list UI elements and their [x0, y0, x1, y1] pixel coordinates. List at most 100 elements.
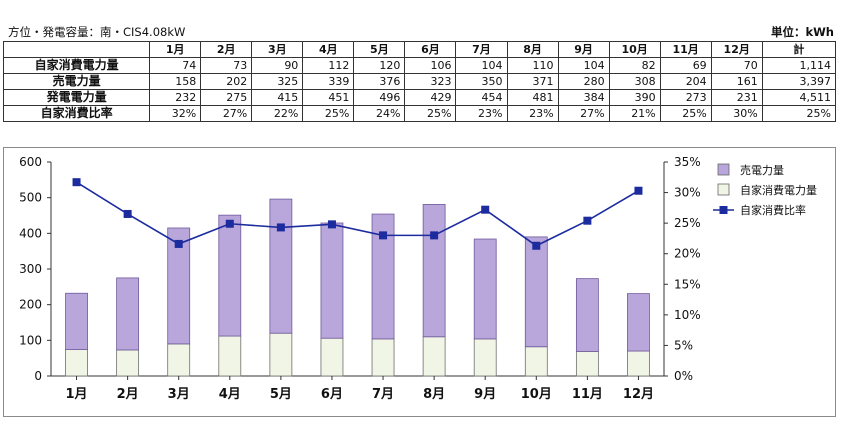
table-cell: 110	[506, 57, 559, 74]
table-cell: 454	[455, 89, 508, 106]
bar-self-consumption	[371, 338, 395, 377]
table-cell: 73	[200, 57, 253, 74]
table-cell: 112	[302, 57, 355, 74]
y-right-tick-label: 5%	[674, 338, 693, 352]
y-left-tick-label: 400	[19, 226, 42, 240]
table-header-row: 1月 2月 3月 4月 5月 6月 7月 8月 9月 10月 11月 12月計	[2, 41, 837, 58]
ratio-point-marker	[276, 223, 285, 232]
y-right-tick-label: 25%	[674, 216, 701, 230]
row-label: 自家消費比率	[2, 105, 151, 122]
legend-swatch	[717, 183, 730, 196]
y-left-tick-label: 500	[19, 191, 42, 205]
bar-self-consumption	[320, 337, 344, 377]
x-tick-label: 7月	[372, 387, 394, 402]
bar-sold-power	[218, 214, 242, 337]
table-cell: 390	[608, 89, 661, 106]
y-right-tick-label: 15%	[674, 277, 701, 291]
table-cell: 232	[149, 89, 202, 106]
table-cell: 415	[251, 89, 304, 106]
table-corner-cell	[2, 41, 151, 58]
bar-self-consumption	[116, 349, 140, 377]
row-label: 自家消費電力量	[2, 57, 151, 74]
x-tick-label: 11月	[572, 387, 603, 402]
table-cell: 161	[710, 73, 763, 90]
table-cell: 120	[353, 57, 406, 74]
bar-sold-power	[524, 236, 548, 348]
chart-panel: 0 100 200 300 400 500 600 0% 5% 10% 15% 20% 25% 30% 35…	[3, 147, 836, 417]
column-header: 10月	[608, 41, 661, 58]
table-cell: 32%	[149, 105, 202, 122]
y-left-tick-label: 300	[19, 262, 42, 276]
x-tick-label: 10月	[521, 387, 552, 402]
x-tick-label: 4月	[219, 387, 241, 402]
table-row: 発電電力量 232 275 415 451 496 429 454 481 384 390 273 23…	[2, 89, 837, 106]
monthly-energy-table: 1月 2月 3月 4月 5月 6月 7月 8月 9月 10月 11月 12月計 自家消費電力量 74 73…	[2, 41, 837, 122]
bar-self-consumption	[422, 336, 446, 377]
table-row: 自家消費電力量 74 73 90 112 120 106 104 110 104 82 69 70 1,1…	[2, 57, 837, 74]
y-left-tick-label: 100	[19, 333, 42, 347]
x-tick-label: 9月	[474, 387, 496, 402]
ratio-point-marker	[72, 178, 81, 187]
ratio-point-marker	[481, 205, 490, 214]
table-cell: 158	[149, 73, 202, 90]
bar-self-consumption	[575, 350, 599, 377]
y-left-tick-label: 600	[19, 155, 42, 169]
table-cell: 74	[149, 57, 202, 74]
x-tick-label: 3月	[168, 387, 190, 402]
bar-self-consumption	[473, 338, 497, 377]
table-cell: 273	[659, 89, 712, 106]
table-cell: 429	[404, 89, 457, 106]
bar-self-consumption	[218, 335, 242, 377]
bar-sold-power	[473, 238, 497, 340]
table-row: 売電力量 158 202 325 339 376 323 350 371 280 308 204 161…	[2, 73, 837, 90]
y-left-tick-label: 200	[19, 298, 42, 312]
x-tick-label: 6月	[321, 387, 343, 402]
table-cell: 376	[353, 73, 406, 90]
bar-sold-power	[575, 278, 599, 352]
table-cell: 451	[302, 89, 355, 106]
legend-swatch	[717, 163, 730, 176]
bar-self-consumption	[627, 350, 650, 377]
column-header: 計	[761, 41, 837, 58]
x-tick-label: 12月	[623, 387, 654, 402]
bar-self-consumption	[167, 343, 191, 377]
table-cell: 4,511	[761, 89, 837, 106]
ratio-point-marker	[379, 231, 388, 240]
legend-label: 自家消費電力量	[740, 183, 817, 197]
table-cell: 23%	[455, 105, 508, 122]
ratio-point-marker	[174, 239, 183, 248]
table-cell: 23%	[506, 105, 559, 122]
table-cell: 371	[506, 73, 559, 90]
table-cell: 90	[251, 57, 304, 74]
table-cell: 21%	[608, 105, 661, 122]
bar-self-consumption	[524, 346, 548, 377]
column-header: 3月	[251, 41, 304, 58]
line-self-consumption-ratio	[76, 181, 639, 247]
row-label: 売電力量	[2, 73, 151, 90]
table-cell: 70	[710, 57, 763, 74]
legend-marker	[719, 206, 728, 214]
y-right-tick-label: 20%	[674, 247, 701, 261]
table-cell: 496	[353, 89, 406, 106]
table-cell: 231	[710, 89, 763, 106]
x-tick-label: 2月	[117, 387, 139, 402]
column-header: 1月	[149, 41, 202, 58]
table-caption: 方位・発電容量：南・CIS4.08kW	[8, 25, 186, 39]
combo-chart: 0 100 200 300 400 500 600 0% 5% 10% 15% 20% 25% 30% 35…	[19, 155, 817, 402]
table-cell: 384	[557, 89, 610, 106]
table-cell: 25%	[659, 105, 712, 122]
bar-sold-power	[167, 227, 191, 345]
table-cell: 323	[404, 73, 457, 90]
column-header: 6月	[404, 41, 457, 58]
y-right-tick-label: 35%	[674, 155, 701, 169]
y-left-tick-label: 0	[34, 369, 42, 383]
table-cell: 27%	[557, 105, 610, 122]
table-cell: 481	[506, 89, 559, 106]
bar-sold-power	[627, 293, 650, 352]
table-cell: 3,397	[761, 73, 837, 90]
bar-self-consumption	[269, 332, 293, 377]
table-cell: 69	[659, 57, 712, 74]
ratio-point-marker	[327, 220, 336, 229]
table-body: 自家消費電力量 74 73 90 112 120 106 104 110 104 82 69 70 1,1…	[2, 57, 837, 122]
bar-sold-power	[269, 198, 293, 334]
